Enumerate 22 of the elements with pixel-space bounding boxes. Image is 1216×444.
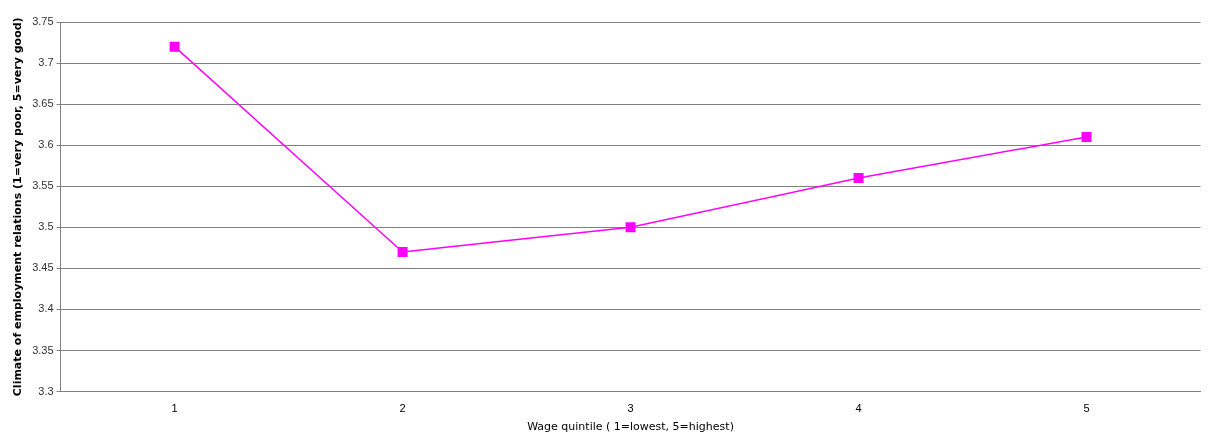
y-tick-label: 3.6 [38,138,54,151]
point [397,246,408,257]
y-tick-label: 3.45 [32,261,54,274]
point [1081,131,1092,142]
y-tick-label: 3.3 [38,384,54,397]
y-tick-label: 3.35 [32,343,54,356]
y-tick-label: 3.7 [38,56,54,69]
x-tick-label: 3 [627,402,634,415]
y-tick-label: 3.4 [38,302,54,315]
point [853,173,864,184]
y-tick-label: 3.55 [32,179,54,192]
point [625,222,636,233]
point [169,41,180,52]
x-tick-label: 5 [1083,402,1090,415]
y-tick-label: 3.75 [32,15,54,28]
y-tick-label: 3.5 [38,220,54,233]
x-tick-label: 2 [399,402,406,415]
x-tick-label: 4 [855,402,862,415]
x-axis-title: Wage quintile ( 1=lowest, 5=highest) [527,420,734,434]
y-axis-title: Climate of employment relations (1=very poor, 5=very good) [11,17,25,397]
x-tick-label: 1 [171,402,178,415]
y-tick-label: 3.65 [32,97,54,110]
